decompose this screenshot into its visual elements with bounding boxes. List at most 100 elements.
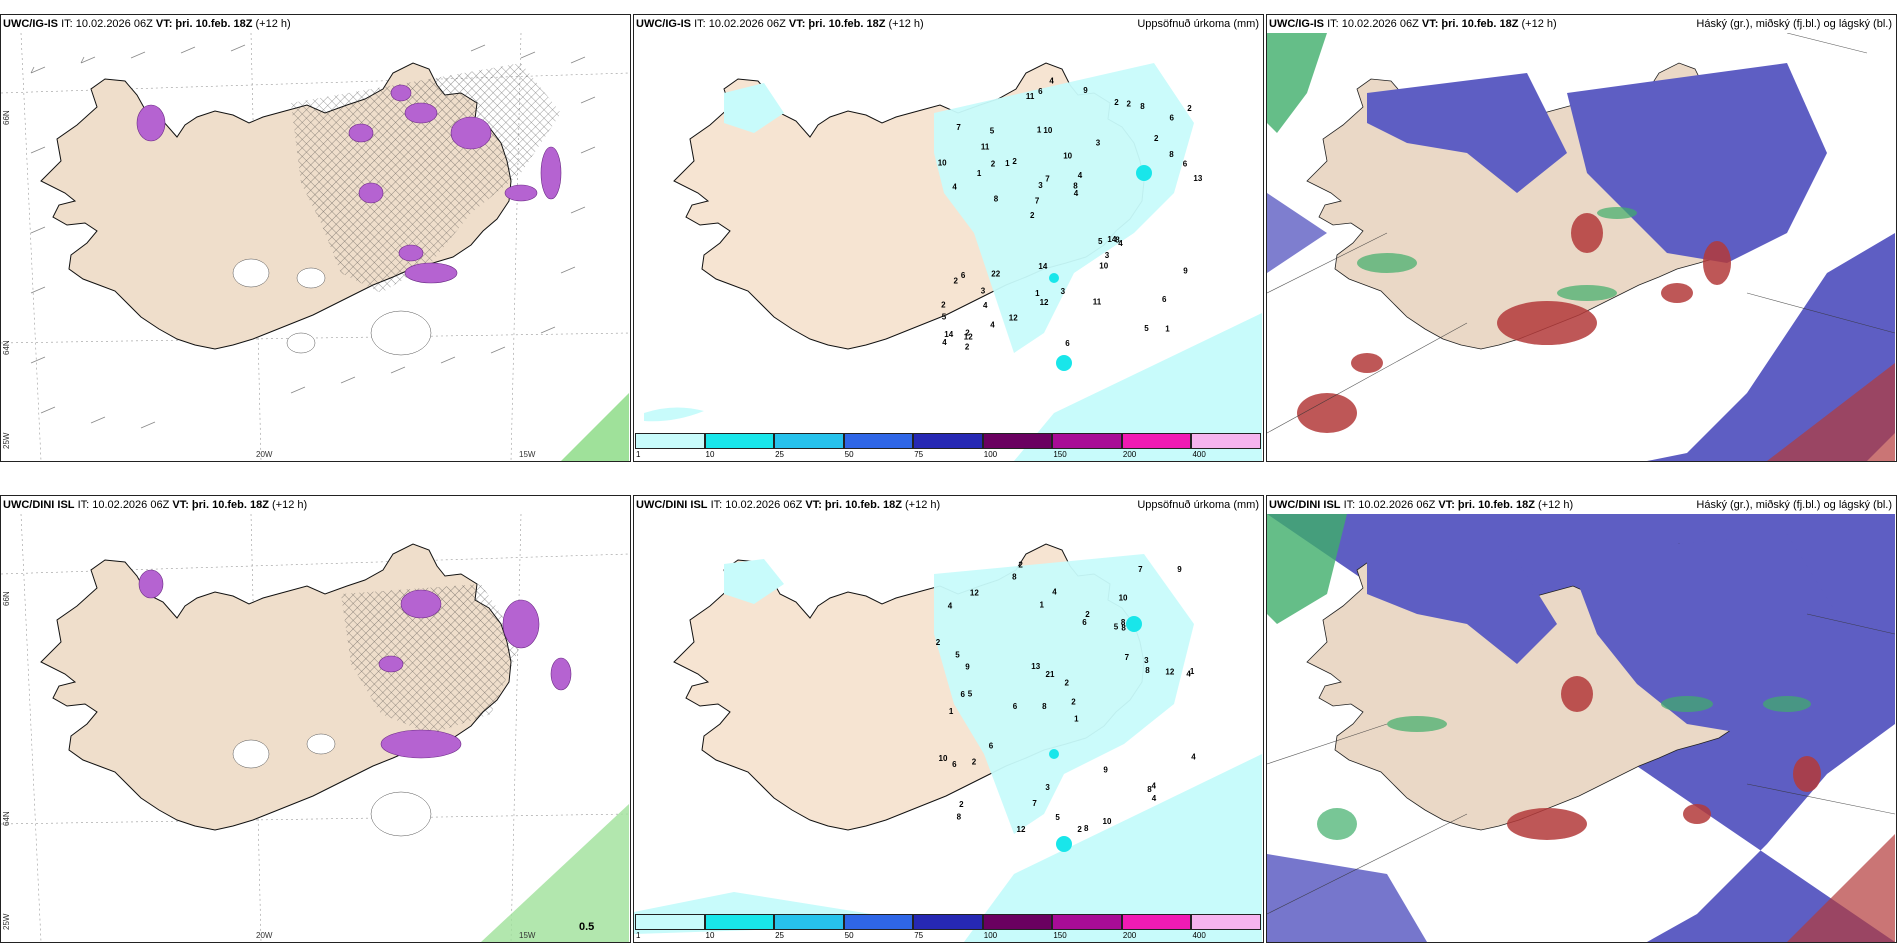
precip-value-label: 7 [1045,175,1050,184]
precip-value-label: 4 [1078,171,1083,180]
precip-value-label: 22 [991,270,1000,279]
precip-value-label: 6 [1170,114,1175,123]
legend-tick: 200 [1122,931,1137,940]
precip-value-label: 2 [941,300,946,309]
precip-legend: 1 10 25 50 75 100 150 200 400 [635,433,1261,459]
precip-value-label: 3 [1045,783,1050,792]
precip-value-label: 11 [981,142,990,151]
legend-tick: 150 [1053,931,1067,940]
precip-value-label: 4 [1049,77,1054,86]
precip-value-label: 21 [1046,670,1055,679]
precip-value-label: 2 [936,638,941,647]
precip-value-label: 2 [1065,679,1070,688]
precip-value-label: 14 [1107,235,1116,244]
precip-value-label: 1 [1074,714,1079,723]
lon-label-15w: 15W [519,931,536,940]
precip-value-label: 3 [1144,656,1149,665]
precip-value-label: 9 [1103,766,1108,775]
legend-tick: 75 [914,931,924,940]
legend-tick: 400 [1192,931,1206,940]
precip-value-label: 1 [1165,324,1170,333]
legend-swatch [843,914,914,930]
legend-swatch [1191,914,1261,930]
precip-value-label: 13 [1031,662,1040,671]
precip-value-label: 2 [1187,104,1192,113]
precip-value-label: 9 [965,662,970,671]
precip-value-label: 10 [939,754,948,763]
wind-map [1,514,629,942]
legend-swatch [1191,433,1261,449]
precip-value-label: 9 [1177,565,1182,574]
precip-value-label: 8 [1042,702,1047,711]
precip-value-label: 2 [1077,825,1082,834]
legend-swatch [704,433,775,449]
precip-value-label: 1 [1040,600,1045,609]
legend-tick: 1 [636,931,641,940]
lat-label-64n: 64N [2,340,11,355]
precip-value-label: 2 [1012,157,1017,166]
precip-value-label: 7 [1138,565,1143,574]
precip-value-label: 1 [949,707,954,716]
precip-value-label: 1 [1190,667,1195,676]
precip-value-label: 8 [1147,785,1152,794]
precip-value-label: 2 [1030,211,1035,220]
precip-value-label: 12 [1009,314,1018,323]
panel-header: UWC/IG-IS IT: 10.02.2026 06Z VT: þri. 10… [636,18,924,30]
precip-value-label: 10 [938,159,947,168]
precip-value-label: 12 [964,333,973,342]
legend-tick: 200 [1122,450,1137,459]
map-panel-precip-igis: UWC/IG-IS IT: 10.02.2026 06Z VT: þri. 10… [633,14,1264,462]
precip-value-label: 2 [965,329,970,338]
precip-value-label: 8 [1012,572,1017,581]
legend-tick: 150 [1053,450,1067,459]
legend-swatch [1052,433,1122,449]
legend-swatch [913,433,983,449]
map-panel-cloud-dini: UWC/DINI ISL IT: 10.02.2026 06Z VT: þri.… [1266,495,1897,943]
precip-value-label: 9 [1183,267,1188,276]
precip-value-label: 8 [1121,624,1126,633]
precip-value-label: 5 [1055,813,1060,822]
precip-value-label: 1 [1037,125,1042,134]
map-panel-precip-dini: UWC/DINI ISL IT: 10.02.2026 06Z VT: þri.… [633,495,1264,943]
precip-value-label: 5 [1144,324,1149,333]
precip-value-label: 4 [1186,670,1191,679]
precip-value-label: 11 [1093,297,1102,306]
legend-swatch [982,914,1053,930]
legend-swatch [1052,914,1122,930]
precip-value-label: 13 [1193,174,1202,183]
precip-value-label: 8 [1115,235,1120,244]
legend-swatch [1121,914,1192,930]
legend-swatch [774,914,844,930]
precip-value-label: 6 [961,690,966,699]
panel-field-title: Uppsöfnuð úrkoma (mm) [1137,499,1259,511]
precip-value-label: 2 [1127,99,1132,108]
precip-value-label: 5 [942,313,947,322]
precip-value-label: 1 [1005,159,1010,168]
precip-value-label: 5 [990,126,995,135]
map-panel-wind-igis: UWC/IG-IS IT: 10.02.2026 06Z VT: þri. 10… [0,14,631,462]
precip-value-label: 8 [1121,618,1126,627]
precip-value-label: 4 [1191,753,1196,762]
precip-value-label: 1 [1035,289,1040,298]
panel-header: UWC/DINI ISL IT: 10.02.2026 06Z VT: þri.… [3,499,308,511]
precip-value-label: 3 [1038,181,1043,190]
panel-header: UWC/IG-IS IT: 10.02.2026 06Z VT: þri. 10… [3,18,291,30]
legend-swatch [913,914,983,930]
legend-tick: 50 [844,450,854,459]
lat-label-66n: 66N [2,591,11,606]
precip-value-label: 2 [1071,698,1076,707]
precip-value-label: 3 [1096,138,1101,147]
precip-value-label: 5 [1114,623,1119,632]
legend-swatch [843,433,914,449]
panel-header: UWC/DINI ISL IT: 10.02.2026 06Z VT: þri.… [636,499,941,511]
precip-value-label: 6 [1013,702,1018,711]
precip-value-label: 2 [1154,134,1159,143]
precip-value-label: 14 [1038,262,1047,271]
precip-value-label: 4 [1052,588,1057,597]
precip-legend: 1 10 25 50 75 100 150 200 400 [635,914,1261,940]
precip-value-label: 8 [994,194,999,203]
panel-field-title: Háský (gr.), miðský (fj.bl.) og lágský (… [1696,499,1892,511]
legend-swatch [635,433,705,449]
lat-label-25w: 25W [2,432,11,449]
precip-value-label: 2 [1114,98,1119,107]
